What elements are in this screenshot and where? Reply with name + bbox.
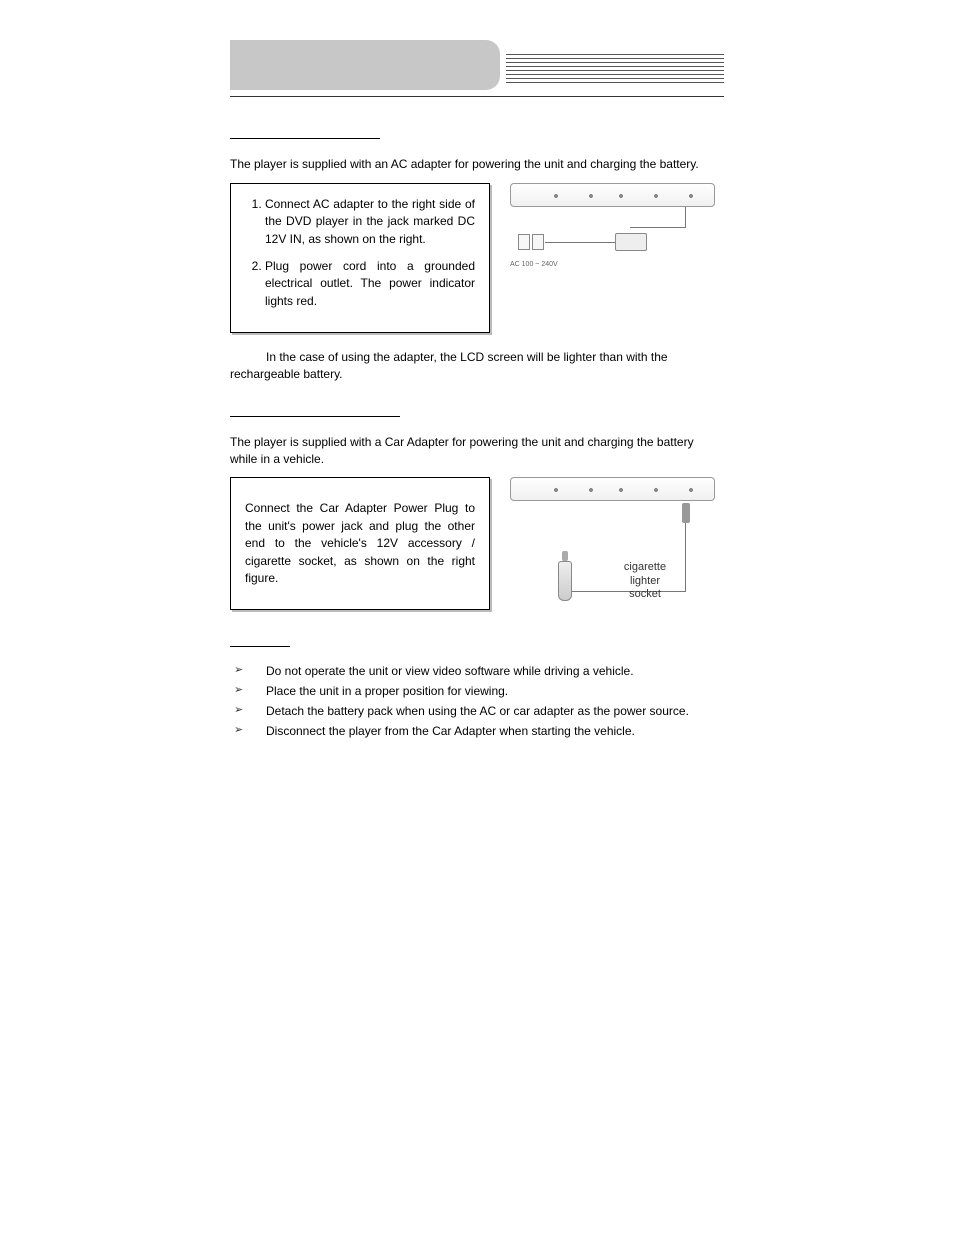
car-figure: cigarette lighter socket — [510, 477, 724, 627]
car-intro-text: The player is supplied with a Car Adapte… — [230, 434, 724, 468]
ac-step-1: Connect AC adapter to the right side of … — [265, 196, 475, 248]
page-header — [230, 40, 724, 90]
wall-plug-icon — [532, 234, 544, 250]
section-heading-ac-adapter — [230, 125, 380, 139]
ac-content-row: Connect AC adapter to the right side of … — [230, 183, 724, 333]
device-bar-icon — [510, 183, 715, 207]
note-item-3: Detach the battery pack when using the A… — [266, 702, 724, 720]
device-bar-icon — [510, 477, 715, 501]
cigarette-plug-icon — [558, 561, 572, 601]
manual-page: The player is supplied with an AC adapte… — [0, 0, 954, 784]
note-item-1: Do not operate the unit or view video so… — [266, 662, 724, 680]
adapter-box-icon — [615, 233, 647, 251]
note-item-4: Disconnect the player from the Car Adapt… — [266, 722, 724, 740]
cigarette-socket-label: cigarette lighter socket — [610, 561, 680, 601]
car-content-row: Connect the Car Adapter Power Plug to th… — [230, 477, 724, 627]
ac-note-text: In the case of using the adapter, the LC… — [230, 349, 724, 383]
header-underline — [230, 96, 724, 97]
car-instruction-box: Connect the Car Adapter Power Plug to th… — [230, 477, 490, 610]
notes-list: Do not operate the unit or view video so… — [230, 662, 724, 740]
header-rule-lines — [506, 40, 724, 90]
section-heading-notes — [230, 633, 290, 647]
dc-plug-icon — [682, 503, 690, 523]
ac-figure: AC 100 ~ 240V — [510, 183, 724, 293]
cig-plug-tip-icon — [562, 551, 568, 561]
ac-step-2: Plug power cord into a grounded electric… — [265, 258, 475, 310]
ac-voltage-label: AC 100 ~ 240V — [510, 261, 558, 268]
section-heading-car-adapter — [230, 403, 400, 417]
note-item-2: Place the unit in a proper position for … — [266, 682, 724, 700]
ac-steps-box: Connect AC adapter to the right side of … — [230, 183, 490, 333]
header-grey-block — [230, 40, 500, 90]
ac-intro-text: The player is supplied with an AC adapte… — [230, 156, 724, 173]
wall-outlet-icon — [518, 234, 530, 250]
car-instruction-text: Connect the Car Adapter Power Plug to th… — [245, 500, 475, 587]
